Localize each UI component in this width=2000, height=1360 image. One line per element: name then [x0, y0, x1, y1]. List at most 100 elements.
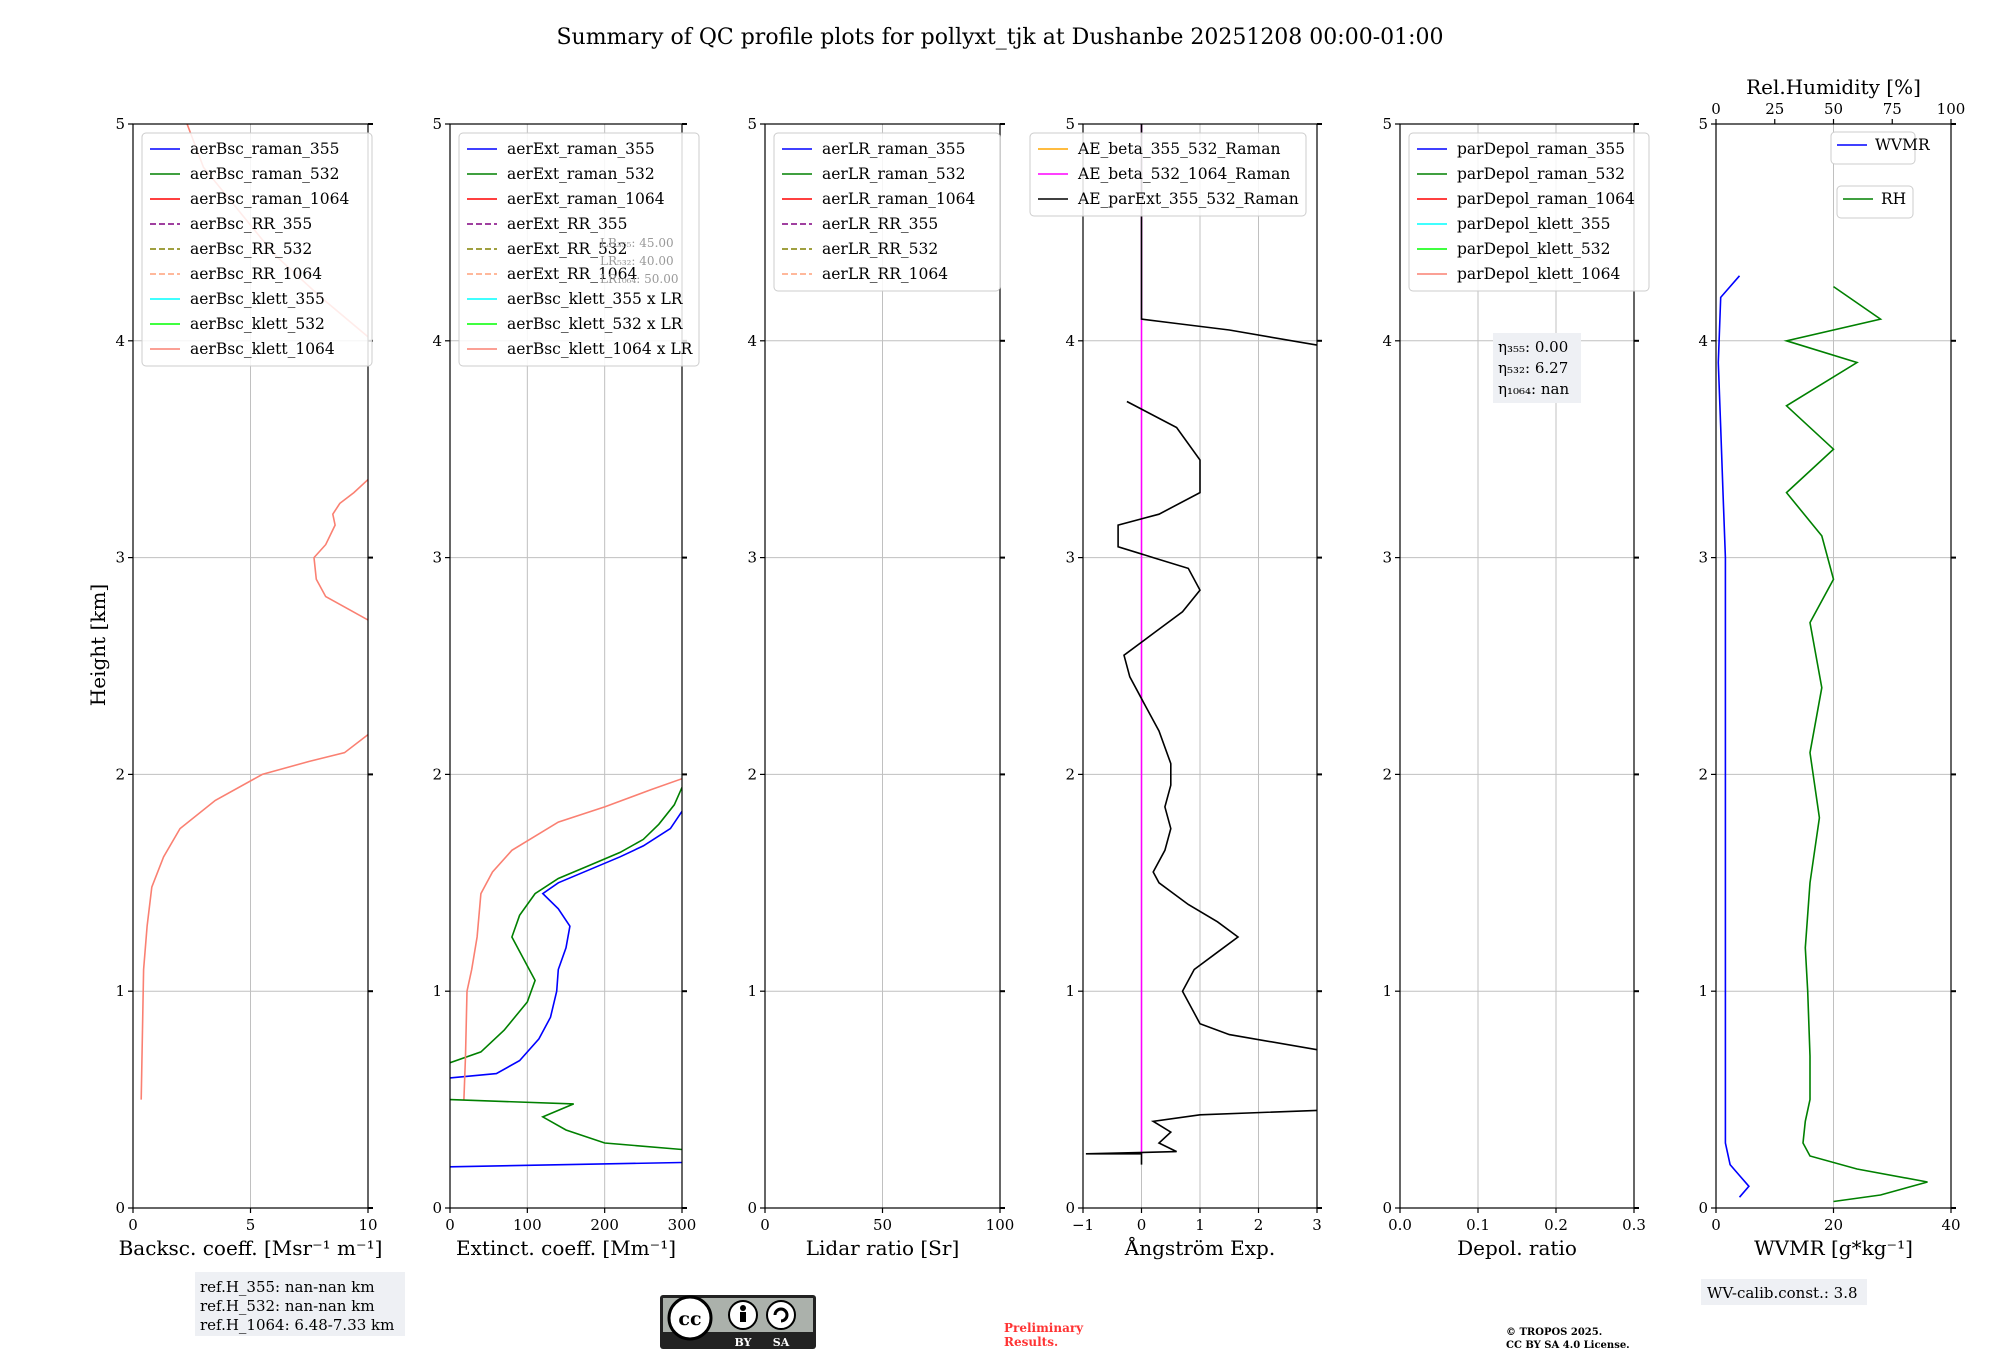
y-tick-label: 3 [1698, 549, 1708, 567]
y-tick-label: 2 [432, 765, 442, 783]
legend-entry: aerBsc_raman_355 [190, 140, 340, 158]
legend-box [458, 132, 700, 367]
legend-wv: WVMR RH [1830, 131, 1931, 219]
y-tick-label: 5 [1382, 115, 1392, 133]
panel-depol: 0 1 2 3 4 5 0.0 0.1 0.2 0.3 Depol. ratio parDepol_r… [1382, 115, 1650, 1260]
legend-entry: aerBsc_klett_532 x LR [507, 315, 684, 333]
by-label: BY [735, 1336, 752, 1349]
legend-entry: aerBsc_klett_1064 x LR [507, 340, 694, 358]
x-axis-label: Ångström Exp. [1124, 1235, 1275, 1260]
series-aerExt-raman-355 [450, 810, 682, 1079]
cc-license-badge: cc BY SA [660, 1295, 816, 1349]
x-tick-label: 5 [246, 1216, 256, 1234]
x-tick-label: 0 [1711, 1216, 1721, 1234]
copyright-note: © TROPOS 2025. CC BY SA 4.0 License. [1506, 1327, 1630, 1351]
legend-entry: aerBsc_klett_1064 [190, 340, 335, 358]
series-aerExt-raman-532-near-field [450, 1098, 682, 1151]
refh-box-bg [195, 1272, 405, 1336]
legend-entry: aerBsc_raman_1064 [190, 190, 350, 208]
eta-value: η₅₃₂: 6.27 [1498, 359, 1568, 377]
legend-entry: aerBsc_klett_532 [190, 315, 325, 333]
y-tick-label: 3 [432, 549, 442, 567]
legend-entry: AE_beta_532_1064_Raman [1077, 165, 1290, 183]
x-tick-label: 10 [358, 1216, 377, 1234]
x-tick-label: 200 [590, 1216, 619, 1234]
y-tick-label: 2 [1382, 765, 1392, 783]
y-tick-label: 5 [1698, 115, 1708, 133]
refh-1064: ref.H_1064: 6.48-7.33 km [200, 1316, 394, 1334]
legend-entry: aerBsc_RR_532 [190, 240, 312, 258]
y-axis-label: Height [km] [86, 584, 110, 706]
legend-entry: aerBsc_RR_355 [190, 215, 312, 233]
y-tick-label: 2 [115, 765, 125, 783]
y-tick-label: 3 [747, 549, 757, 567]
top-x-tick-label: 0 [1711, 100, 1721, 118]
legend-entry: aerLR_raman_1064 [822, 190, 975, 208]
x-axis-label: WVMR [g*kg⁻¹] [1754, 1236, 1913, 1260]
legend-ae: AE_beta_355_532_Raman AE_beta_532_1064_Ra… [1029, 132, 1307, 217]
refh-355: ref.H_355: nan-nan km [200, 1278, 375, 1296]
legend-entry: aerBsc_raman_532 [190, 165, 340, 183]
x-axis-label: Backsc. coeff. [Msr⁻¹ m⁻¹] [119, 1236, 383, 1260]
refh-532: ref.H_532: nan-nan km [200, 1297, 375, 1315]
x-tick-label: 2 [1254, 1216, 1264, 1234]
x-axis-label: Extinct. coeff. [Mm⁻¹] [456, 1236, 676, 1260]
x-tick-label: 300 [668, 1216, 697, 1234]
y-tick-label: 4 [1065, 332, 1075, 350]
legend-entry: parDepol_klett_532 [1457, 240, 1610, 258]
y-tick-label: 1 [1382, 982, 1392, 1000]
axes-frame [1399, 123, 1635, 1209]
series-aerExt-raman-355-near-field [450, 1161, 682, 1168]
x-tick-label: 20 [1824, 1216, 1843, 1234]
y-tick-label: 5 [747, 115, 757, 133]
copyright-line2: CC BY SA 4.0 License. [1506, 1340, 1630, 1351]
cc-icon [667, 1295, 713, 1341]
top-axis-label: Rel.Humidity [%] [1746, 75, 1921, 99]
legend-box [1408, 132, 1650, 292]
panel-ext: 0 1 2 3 4 5 0 100 200 300 Extinct. coeff. [Mm⁻¹] ae… [432, 115, 700, 1260]
lr-label: LR₁₀₆₄: 50.00 [600, 272, 678, 286]
axes-frame [449, 123, 683, 1209]
x-tick-label: 1 [1195, 1216, 1205, 1234]
y-tick-label: 0 [1065, 1199, 1075, 1217]
y-tick-label: 2 [1698, 765, 1708, 783]
y-tick-label: 0 [432, 1199, 442, 1217]
x-tick-label: −1 [1072, 1216, 1094, 1234]
series-AE-parExt-355-532-Raman-top [1140, 124, 1317, 346]
figure-title: Summary of QC profile plots for pollyxt_… [556, 25, 1443, 50]
legend-entry: parDepol_raman_355 [1457, 140, 1625, 158]
legend-entry: aerBsc_klett_355 [190, 290, 325, 308]
sa-label: SA [773, 1336, 790, 1349]
legend-box [141, 132, 373, 367]
top-x-tick-label: 75 [1883, 100, 1902, 118]
x-tick-label: 0.1 [1466, 1216, 1490, 1234]
y-tick-label: 0 [747, 1199, 757, 1217]
y-tick-label: 1 [1065, 982, 1075, 1000]
y-tick-label: 2 [1065, 765, 1075, 783]
x-axis-label: Depol. ratio [1457, 1236, 1577, 1260]
x-tick-label: 50 [873, 1216, 892, 1234]
legend-entry: parDepol_klett_1064 [1457, 265, 1620, 283]
top-x-tick-label: 25 [1765, 100, 1784, 118]
y-tick-label: 5 [432, 115, 442, 133]
y-tick-label: 0 [115, 1199, 125, 1217]
legend-entry: aerBsc_RR_1064 [190, 265, 322, 283]
x-tick-label: 100 [513, 1216, 542, 1234]
y-tick-label: 4 [432, 332, 442, 350]
legend-entry: RH [1881, 190, 1906, 208]
panel-bsc: 0 1 2 3 4 5 0 5 10 Backsc. coeff. [Msr⁻¹ m⁻¹] aerB… [115, 115, 382, 1260]
y-tick-label: 5 [115, 115, 125, 133]
legend-entry: aerExt_RR_1064 [507, 265, 638, 283]
y-tick-label: 4 [115, 332, 125, 350]
by-person-body [740, 1312, 746, 1322]
series-aerBsc-klett-1064-x-LR [463, 777, 682, 1100]
y-tick-label: 2 [747, 765, 757, 783]
x-tick-label: 40 [1941, 1216, 1960, 1234]
legend-entry: AE_parExt_355_532_Raman [1077, 190, 1299, 208]
x-axis-label: Lidar ratio [Sr] [806, 1236, 960, 1260]
legend-ext: aerExt_raman_355 aerExt_raman_532 aerExt_r… [458, 132, 700, 367]
legend-entry: aerExt_RR_532 [507, 240, 628, 258]
